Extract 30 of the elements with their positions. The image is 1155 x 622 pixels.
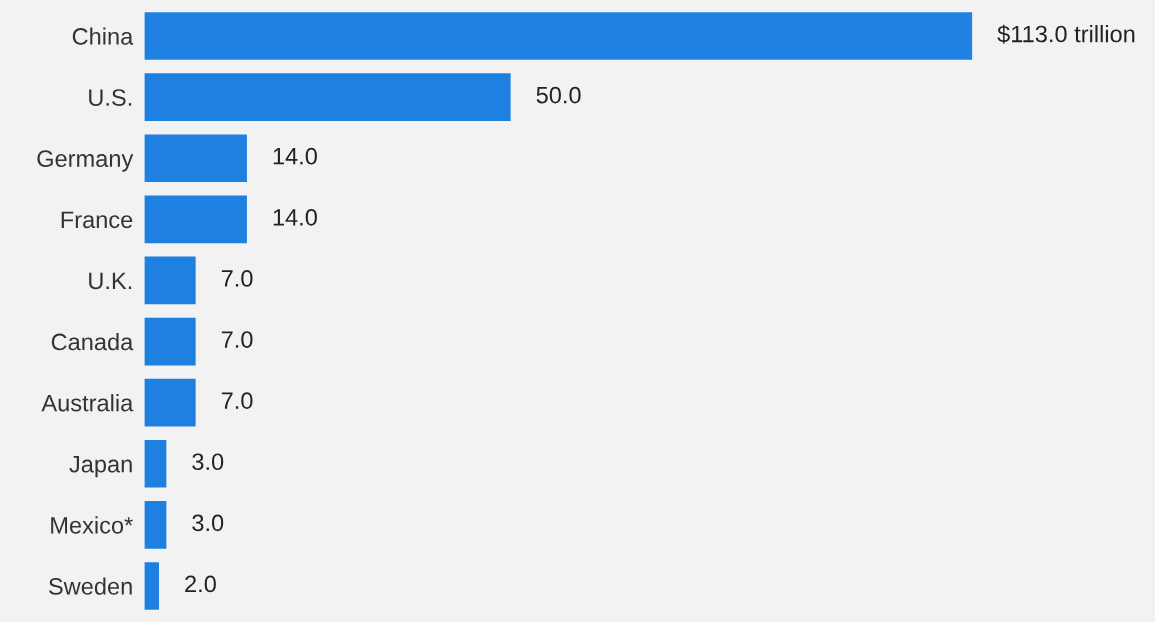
y-tick-label: Canada <box>51 333 134 351</box>
y-tick-label: Sweden <box>49 577 132 595</box>
data-label: 3.0 <box>192 453 224 471</box>
bar <box>144 439 167 488</box>
y-tick-label: France <box>61 211 133 229</box>
y-tick-label: Mexico* <box>51 516 133 534</box>
bar <box>144 256 196 305</box>
bar <box>144 501 167 549</box>
data-label: 50.0 <box>536 86 581 104</box>
data-label: 7.0 <box>221 331 253 348</box>
data-label: 2.0 <box>185 575 216 593</box>
y-tick-label: Japan <box>69 456 132 478</box>
data-label: 7.0 <box>221 392 253 409</box>
bar <box>144 12 973 60</box>
y-tick-label: China <box>72 27 134 45</box>
data-label: 7.0 <box>221 270 253 287</box>
y-tick-label: Germany <box>37 150 134 172</box>
bar <box>144 317 196 366</box>
bar <box>144 195 247 244</box>
bar <box>144 378 196 427</box>
y-tick-label: U.K. <box>89 272 132 290</box>
y-tick-label: U.S. <box>89 89 132 106</box>
data-label: 14.0 <box>273 208 317 226</box>
data-label: 3.0 <box>192 514 224 532</box>
data-label: $113.0 trillion <box>997 24 1135 44</box>
y-tick-label: Australia <box>41 394 134 412</box>
bar <box>144 562 160 610</box>
bar <box>144 134 247 183</box>
data-label: 14.0 <box>273 147 317 165</box>
bar <box>144 73 511 121</box>
